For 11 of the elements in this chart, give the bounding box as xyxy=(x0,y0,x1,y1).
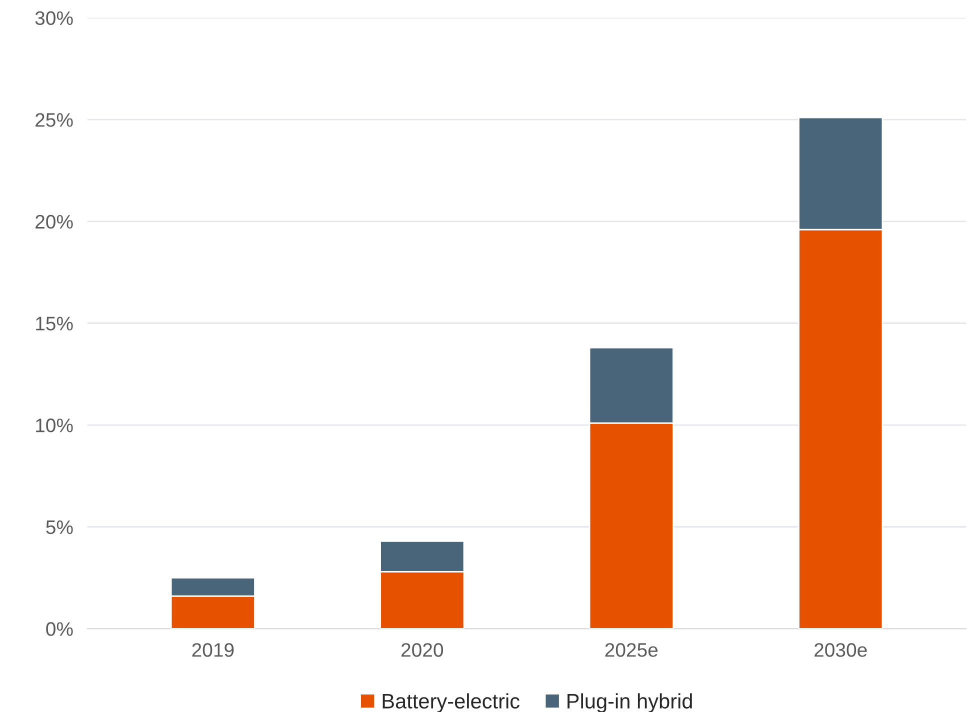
x-tick-label: 2025e xyxy=(605,643,658,657)
y-tick-label: 30% xyxy=(35,11,73,26)
y-tick-label: 0% xyxy=(46,622,73,636)
y-tick-label: 25% xyxy=(36,113,73,127)
y-tick-label: 10% xyxy=(36,418,73,432)
y-tick-label: 20% xyxy=(36,214,73,229)
x-tick-label: 2019 xyxy=(192,643,234,657)
x-tick-label: 2030e xyxy=(814,643,867,657)
y-tick-label: 15% xyxy=(36,316,73,330)
y-tick-label: 5% xyxy=(46,520,73,534)
x-tick-label: 2020 xyxy=(402,643,444,657)
